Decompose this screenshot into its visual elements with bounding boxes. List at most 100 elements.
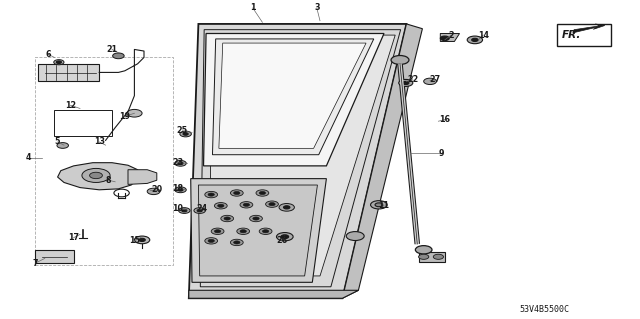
Text: 4: 4 xyxy=(26,153,31,162)
Polygon shape xyxy=(198,185,317,276)
Circle shape xyxy=(240,202,253,208)
Circle shape xyxy=(56,61,61,63)
Text: 13: 13 xyxy=(93,137,105,146)
Circle shape xyxy=(415,246,432,254)
Circle shape xyxy=(433,254,444,259)
Text: 22: 22 xyxy=(407,75,419,84)
Polygon shape xyxy=(191,179,326,282)
Circle shape xyxy=(180,131,191,137)
Polygon shape xyxy=(189,290,358,298)
Circle shape xyxy=(371,201,387,209)
Circle shape xyxy=(230,239,243,246)
Circle shape xyxy=(234,191,240,195)
Circle shape xyxy=(221,215,234,222)
Text: 19: 19 xyxy=(119,112,131,121)
Circle shape xyxy=(175,187,186,193)
Circle shape xyxy=(259,191,266,195)
Text: 11: 11 xyxy=(378,201,390,210)
Text: FR.: FR. xyxy=(562,30,581,40)
Circle shape xyxy=(179,208,190,213)
Circle shape xyxy=(113,53,124,59)
Circle shape xyxy=(224,217,230,220)
Text: 53V4B5500C: 53V4B5500C xyxy=(519,305,569,314)
Text: 3: 3 xyxy=(314,4,319,12)
Text: 18: 18 xyxy=(172,184,184,193)
Text: 14: 14 xyxy=(477,31,489,40)
Polygon shape xyxy=(212,39,374,155)
Circle shape xyxy=(243,203,250,206)
Circle shape xyxy=(197,209,202,212)
Text: 5: 5 xyxy=(55,137,60,146)
Circle shape xyxy=(399,79,413,86)
Polygon shape xyxy=(219,43,366,148)
Text: 15: 15 xyxy=(129,236,140,245)
Circle shape xyxy=(230,190,243,196)
Circle shape xyxy=(57,143,68,148)
Polygon shape xyxy=(573,24,605,33)
Circle shape xyxy=(346,232,364,241)
FancyBboxPatch shape xyxy=(557,24,611,46)
Circle shape xyxy=(82,168,110,182)
Circle shape xyxy=(467,36,483,44)
Circle shape xyxy=(194,208,205,213)
Polygon shape xyxy=(419,252,445,262)
Polygon shape xyxy=(38,64,99,81)
Text: 1: 1 xyxy=(250,4,255,12)
Polygon shape xyxy=(440,33,460,41)
Circle shape xyxy=(178,189,183,191)
Text: 8: 8 xyxy=(106,176,111,185)
Text: 23: 23 xyxy=(172,158,184,167)
Circle shape xyxy=(259,228,272,234)
Circle shape xyxy=(183,133,188,135)
Circle shape xyxy=(208,239,214,242)
Text: 27: 27 xyxy=(429,75,441,84)
Polygon shape xyxy=(189,24,406,298)
Circle shape xyxy=(250,215,262,222)
Circle shape xyxy=(266,201,278,207)
Circle shape xyxy=(419,254,429,259)
Circle shape xyxy=(54,60,64,65)
Circle shape xyxy=(208,193,214,196)
Circle shape xyxy=(403,81,409,85)
Circle shape xyxy=(234,241,240,244)
Circle shape xyxy=(424,78,436,85)
Text: 9: 9 xyxy=(439,149,444,158)
Circle shape xyxy=(262,230,269,233)
Text: 6: 6 xyxy=(45,50,51,59)
Circle shape xyxy=(182,209,187,212)
Text: 2: 2 xyxy=(449,31,454,40)
Circle shape xyxy=(237,228,250,234)
Circle shape xyxy=(284,206,290,209)
Circle shape xyxy=(127,109,142,117)
Polygon shape xyxy=(210,35,396,276)
Circle shape xyxy=(214,203,227,209)
Circle shape xyxy=(178,162,183,165)
Circle shape xyxy=(253,217,259,220)
Circle shape xyxy=(139,238,145,241)
Circle shape xyxy=(375,203,383,207)
Polygon shape xyxy=(35,250,74,263)
Text: 21: 21 xyxy=(106,45,118,54)
Circle shape xyxy=(256,190,269,196)
Circle shape xyxy=(211,228,224,234)
Circle shape xyxy=(440,36,449,41)
Circle shape xyxy=(147,188,160,195)
Circle shape xyxy=(205,191,218,198)
Circle shape xyxy=(472,38,478,41)
Circle shape xyxy=(214,230,221,233)
Circle shape xyxy=(175,160,186,166)
Text: 20: 20 xyxy=(151,185,163,194)
Circle shape xyxy=(276,233,293,241)
Circle shape xyxy=(240,230,246,233)
Circle shape xyxy=(269,203,275,206)
Text: 16: 16 xyxy=(439,115,451,124)
Text: 10: 10 xyxy=(172,204,184,213)
Text: 12: 12 xyxy=(65,101,76,110)
Circle shape xyxy=(391,56,409,64)
Text: 7: 7 xyxy=(33,259,38,268)
Text: 26: 26 xyxy=(276,236,287,245)
Circle shape xyxy=(90,172,102,179)
Text: 24: 24 xyxy=(196,204,207,213)
Polygon shape xyxy=(204,33,384,166)
Polygon shape xyxy=(58,163,138,190)
